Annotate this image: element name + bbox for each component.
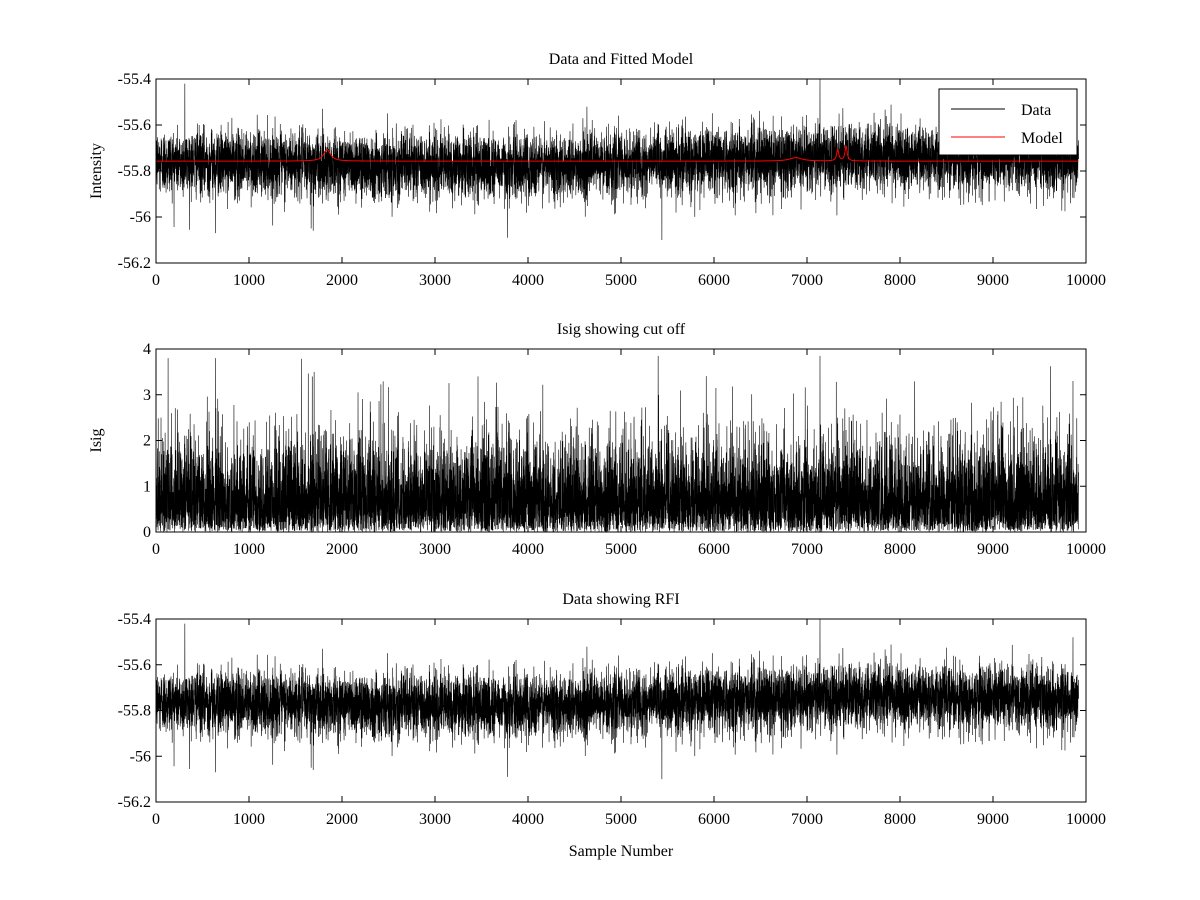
x-tick-label: 10000	[1066, 811, 1106, 828]
y-tick-label: -55.8	[118, 703, 151, 720]
y-tick-label: -56	[130, 209, 151, 226]
x-tick-label: 5000	[605, 811, 637, 828]
x-tick-label: 0	[152, 811, 160, 828]
x-tick-label: 6000	[698, 272, 730, 289]
x-tick-label: 8000	[884, 272, 916, 289]
x-tick-label: 3000	[419, 811, 451, 828]
x-tick-label: 4000	[512, 272, 544, 289]
x-tick-label: 10000	[1066, 541, 1106, 558]
y-tick-label: -55.4	[118, 611, 151, 628]
series-line-isig	[156, 355, 1079, 532]
x-tick-label: 9000	[977, 811, 1009, 828]
y-tick-label: -56.2	[118, 255, 151, 272]
chart-title: Isig showing cut off	[557, 321, 686, 338]
y-tick-label: -56	[130, 748, 151, 765]
x-tick-label: 4000	[512, 811, 544, 828]
y-axis-label: Isig	[88, 429, 105, 453]
x-axis-label: Sample Number	[569, 843, 674, 860]
y-tick-label: 3	[143, 387, 151, 404]
legend-label-data: Data	[1021, 102, 1051, 119]
chart-panel-3: 0 1000 2000 3000 4000 5000 6000 7000 8000 9000 100…	[118, 591, 1106, 860]
x-tick-label: 9000	[977, 272, 1009, 289]
x-tick-label: 2000	[326, 811, 358, 828]
x-tick-label: 7000	[791, 811, 823, 828]
x-tick-label: 10000	[1066, 272, 1106, 289]
y-tick-label: 2	[143, 433, 151, 450]
y-tick-label: -56.2	[118, 794, 151, 811]
x-tick-label: 2000	[326, 272, 358, 289]
x-tick-label: 5000	[605, 272, 637, 289]
series-line-data	[156, 619, 1079, 780]
legend-label-model: Model	[1021, 130, 1063, 147]
x-tick-label: 7000	[791, 272, 823, 289]
x-tick-label: 6000	[698, 541, 730, 558]
x-tick-label: 7000	[791, 541, 823, 558]
x-tick-label: 0	[152, 272, 160, 289]
series-line-data	[156, 79, 1079, 241]
y-tick-label: 1	[143, 478, 151, 495]
x-tick-label: 1000	[233, 811, 265, 828]
x-tick-label: 4000	[512, 541, 544, 558]
chart-title: Data showing RFI	[562, 591, 679, 608]
x-tick-label: 3000	[419, 272, 451, 289]
x-tick-label: 0	[152, 541, 160, 558]
legend-box	[938, 88, 1078, 156]
chart-panel-1: 0 1000 2000 3000 4000 5000 6000 7000 8000 9000 100…	[88, 51, 1106, 289]
x-tick-label: 6000	[698, 811, 730, 828]
x-tick-label: 1000	[233, 541, 265, 558]
x-tick-label: 2000	[326, 541, 358, 558]
chart-panel-2: 0 1000 2000 3000 4000 5000 6000 7000 8000 9000 100…	[88, 321, 1106, 558]
x-tick-label: 8000	[884, 811, 916, 828]
y-tick-label: 0	[143, 524, 151, 541]
x-tick-label: 5000	[605, 541, 637, 558]
y-tick-label: -55.6	[118, 117, 151, 134]
y-tick-label: -55.8	[118, 163, 151, 180]
chart-title: Data and Fitted Model	[549, 51, 694, 68]
x-tick-label: 3000	[419, 541, 451, 558]
y-tick-label: -55.4	[118, 71, 151, 88]
y-tick-label: -55.6	[118, 657, 151, 674]
x-tick-label: 8000	[884, 541, 916, 558]
y-axis-label: Intensity	[88, 143, 105, 199]
x-tick-label: 1000	[233, 272, 265, 289]
legend: Data Model	[938, 88, 1078, 156]
series-line-model	[156, 144, 1079, 162]
x-tick-label: 9000	[977, 541, 1009, 558]
y-tick-label: 4	[143, 341, 151, 358]
